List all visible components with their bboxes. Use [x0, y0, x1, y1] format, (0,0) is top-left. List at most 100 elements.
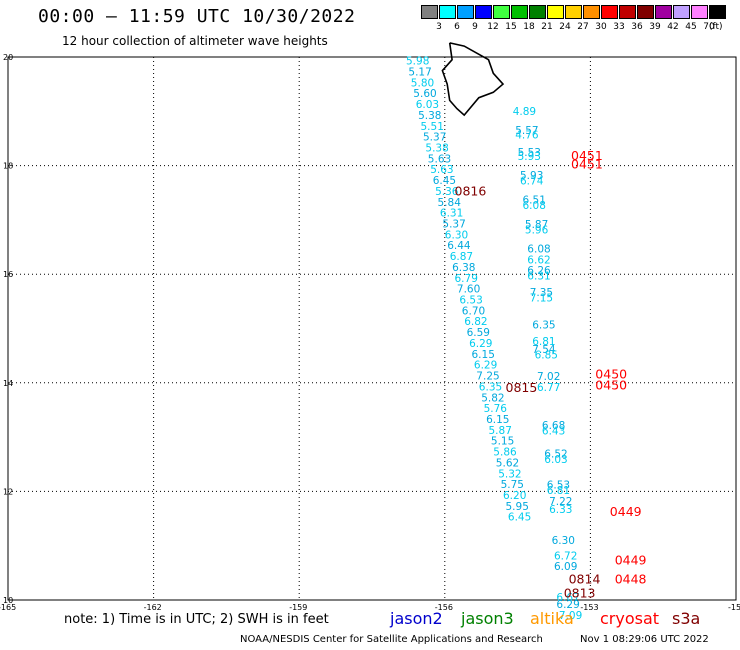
legend-tick-label: 6 — [454, 22, 460, 32]
wave-height-label: 6.35 — [532, 320, 555, 332]
satellite-altika: altika — [530, 609, 574, 628]
lon-label: -156 — [435, 603, 453, 612]
wave-height-label: 6.08 — [527, 244, 550, 256]
legend-tick-label: 21 — [541, 22, 553, 32]
pass-time-label: 0450 — [595, 367, 627, 382]
legend-swatch — [565, 5, 582, 19]
page-title: 00:00 – 11:59 UTC 10/30/2022 — [38, 6, 356, 27]
color-legend: 3 6 9 12 15 18 21 24 27 30 33 36 39 42 45 70 (ft) — [421, 5, 739, 35]
pass-time-label: 0449 — [615, 553, 647, 568]
credit-line: NOAA/NESDIS Center for Satellite Applica… — [240, 634, 543, 645]
legend-swatch — [475, 5, 492, 19]
wave-height-label: 6.38 — [452, 262, 475, 274]
wave-height-label: 6.30 — [552, 535, 575, 547]
wave-height-label: 6.44 — [447, 240, 471, 252]
pass-time-label: 0449 — [610, 504, 642, 519]
wave-height-label: 6.51 — [523, 195, 546, 207]
wave-height-label: 5.87 — [489, 425, 512, 437]
wave-height-label: 6.74 — [520, 176, 544, 188]
wave-height-label: 6.29 — [474, 360, 497, 372]
pass-time-label: 0450 — [595, 377, 627, 392]
wave-height-label: 6.08 — [523, 200, 546, 212]
wave-height-label: 5.62 — [496, 457, 519, 469]
wave-height-label: 5.63 — [430, 164, 453, 176]
wave-height-label: 6.43 — [542, 425, 565, 437]
wave-height-label: 5.75 — [501, 479, 524, 491]
legend-tick-label: 12 — [487, 22, 499, 32]
wave-height-label: 5.93 — [520, 170, 543, 182]
legend-swatch — [511, 5, 528, 19]
wave-height-label: 6.09 — [554, 561, 577, 573]
lon-label: -153 — [580, 603, 598, 612]
wave-height-label: 5.76 — [484, 403, 508, 415]
wave-height-label: 6.03 — [544, 454, 567, 466]
lat-label: 10 — [3, 596, 13, 605]
wave-height-label: 6.33 — [549, 504, 572, 516]
satellite-jason2: jason2 — [390, 609, 443, 628]
legend-tick-label: 15 — [505, 22, 517, 32]
wave-height-label: 5.36 — [435, 186, 459, 198]
wave-height-label: 6.72 — [554, 550, 577, 562]
legend-swatch — [439, 5, 456, 19]
lon-label: -159 — [289, 603, 307, 612]
wave-height-label: 6.31 — [440, 208, 463, 220]
legend-swatch — [691, 5, 708, 19]
wave-height-label: 6.53 — [459, 295, 482, 307]
wave-height-label: 5.96 — [525, 225, 549, 237]
legend-tick-label: 42 — [667, 22, 679, 32]
pass-time-label: 0815 — [506, 380, 538, 395]
lon-label: -162 — [144, 603, 162, 612]
legend-swatch — [601, 5, 618, 19]
wave-height-label: 5.51 — [421, 121, 444, 133]
wave-height-label: 6.30 — [445, 229, 468, 241]
pass-time-label: 0813 — [564, 585, 596, 600]
wave-height-label: 6.35 — [479, 381, 502, 393]
wave-height-label: 5.37 — [423, 132, 446, 144]
legend-swatch — [655, 5, 672, 19]
legend-swatch — [673, 5, 690, 19]
wave-height-label: 7.02 — [537, 371, 560, 383]
wave-height-label: 6.62 — [527, 254, 550, 266]
wave-height-label: 6.29 — [469, 338, 492, 350]
wave-height-label: 7.25 — [476, 371, 499, 383]
wave-height-label: 5.95 — [506, 501, 529, 513]
wave-height-label: 5.82 — [481, 392, 504, 404]
wave-height-label: 4.89 — [513, 106, 536, 118]
pass-time-label: 0451 — [571, 148, 603, 163]
wave-height-label: 6.15 — [472, 349, 495, 361]
wave-height-label: 6.77 — [537, 382, 560, 394]
legend-swatch — [547, 5, 564, 19]
legend-tick-label: 3 — [436, 22, 442, 32]
satellite-jason3: jason3 — [461, 609, 514, 628]
hawaii-island-coastline — [441, 42, 505, 117]
wave-height-label: 5.98 — [406, 56, 429, 68]
page-subtitle: 12 hour collection of altimeter wave hei… — [62, 34, 328, 48]
wave-height-label: 5.60 — [413, 88, 436, 100]
legend-tick-label: 33 — [613, 22, 625, 32]
pass-time-label: 0816 — [455, 184, 487, 199]
wave-height-label: 5.15 — [491, 436, 514, 448]
wave-height-label: 7.54 — [532, 344, 556, 356]
wave-height-label: 5.38 — [418, 110, 441, 122]
wave-height-label: 6.45 — [433, 175, 456, 187]
wave-height-label: 6.20 — [503, 490, 526, 502]
wave-height-label: 5.86 — [493, 447, 517, 459]
wave-height-label: 6.85 — [535, 349, 558, 361]
wave-height-label: 4.76 — [515, 129, 539, 141]
wave-height-label: 5.57 — [515, 125, 538, 137]
wave-height-label: 6.53 — [547, 480, 570, 492]
legend-swatch — [583, 5, 600, 19]
legend-swatch — [709, 5, 726, 19]
legend-tick-label: 70 — [703, 22, 715, 32]
wave-height-label: 6.52 — [544, 449, 567, 461]
wave-height-label: 6.82 — [464, 316, 487, 328]
legend-tick-label: 39 — [649, 22, 661, 32]
wave-height-label: 5.84 — [438, 197, 462, 209]
legend-swatch — [529, 5, 546, 19]
map-frame — [7, 56, 737, 601]
wave-height-label: 7.09 — [559, 610, 582, 622]
lat-label: 14 — [3, 379, 13, 388]
wave-height-label: 6.15 — [486, 414, 509, 426]
legend-swatch — [493, 5, 510, 19]
